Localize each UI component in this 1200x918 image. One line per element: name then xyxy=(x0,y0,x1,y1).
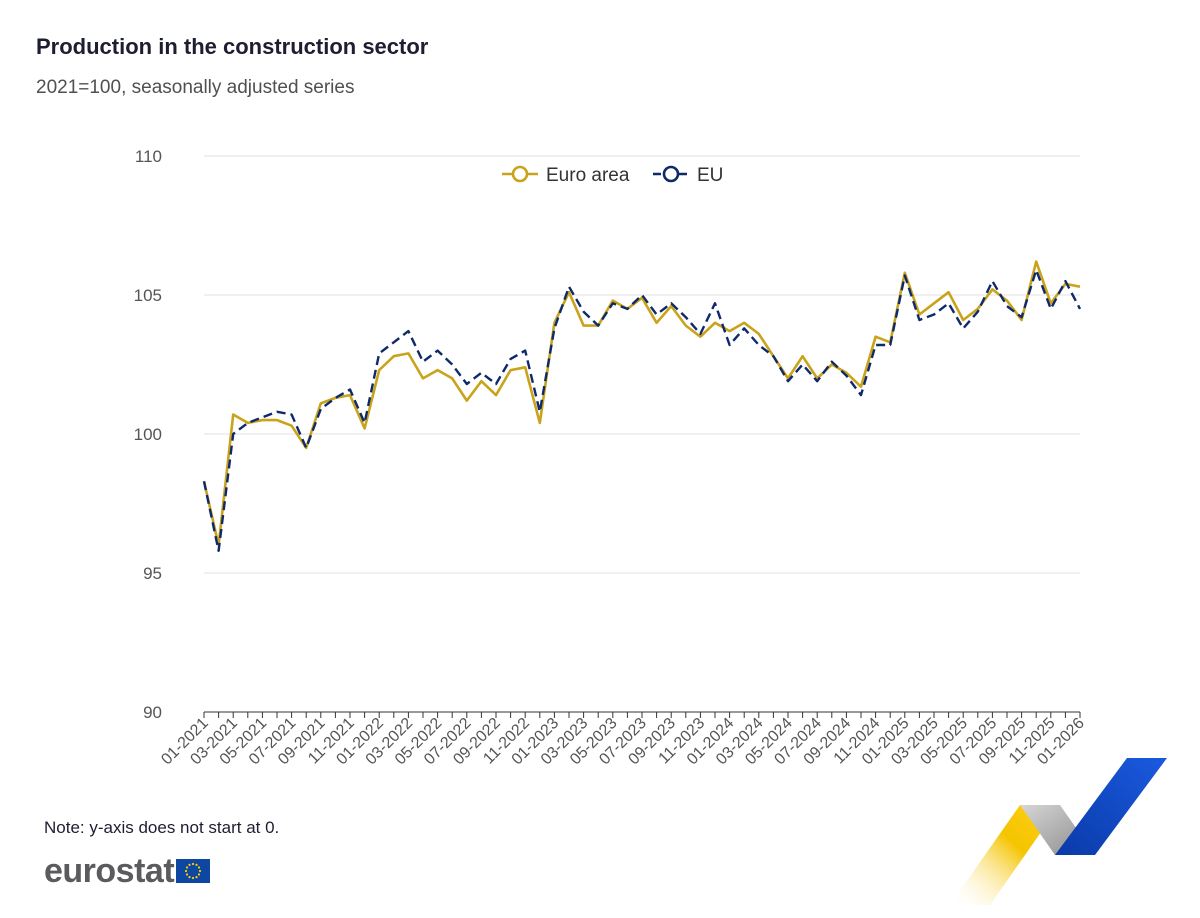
series-line-euro-area xyxy=(202,260,1081,547)
chart-title: Production in the construction sector xyxy=(36,34,429,59)
series-lines xyxy=(202,260,1082,552)
y-tick-label: 110 xyxy=(135,147,162,166)
y-tick-label: 100 xyxy=(134,425,162,444)
legend[interactable]: Euro area EU xyxy=(502,165,723,186)
legend-label[interactable]: EU xyxy=(697,165,723,186)
legend-marker xyxy=(662,165,680,183)
legend-label[interactable]: Euro area xyxy=(546,165,630,186)
y-tick-label: 105 xyxy=(134,286,162,305)
grid-lines xyxy=(204,155,1080,574)
eu-flag-icon xyxy=(176,859,211,883)
decorative-brand-shape xyxy=(950,758,1167,905)
y-axis-ticks: 90 95 100 105 110 xyxy=(134,147,162,722)
legend-marker xyxy=(511,165,529,183)
series-line-eu xyxy=(202,268,1082,552)
y-tick-label: 95 xyxy=(143,564,162,583)
eurostat-logo: eurostat xyxy=(44,852,211,890)
logo-text: eurostat xyxy=(44,852,175,890)
footnote: Note: y-axis does not start at 0. xyxy=(44,818,280,837)
y-tick-label: 90 xyxy=(143,703,162,722)
chart-subtitle: 2021=100, seasonally adjusted series xyxy=(36,77,355,98)
